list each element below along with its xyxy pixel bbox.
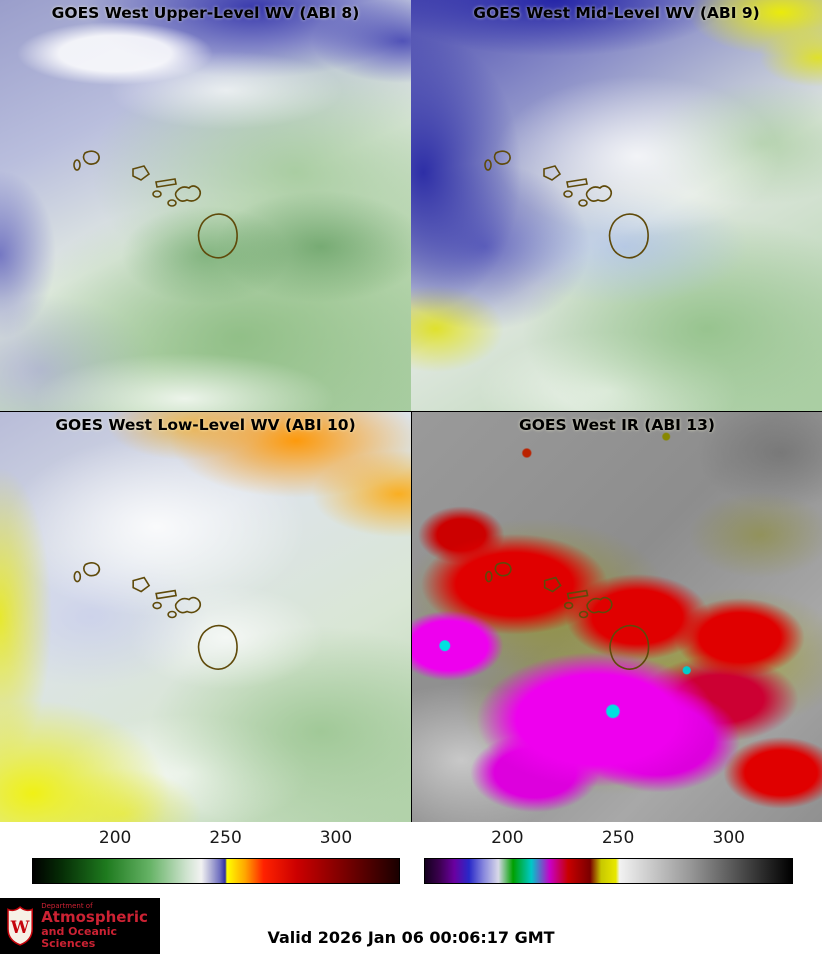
- uw-crest-icon: W: [7, 906, 33, 946]
- panel-low-level-wv: GOES West Low-Level WV (ABI 10): [0, 411, 411, 822]
- colorbar-wv: 200 250 300: [32, 822, 400, 888]
- ir-tick-250: 250: [601, 828, 635, 848]
- wv-tick-300: 300: [319, 828, 353, 848]
- uw-aos-logo: W Department of Atmospheric and Oceanic …: [0, 898, 160, 954]
- panel-title-abi8: GOES West Upper-Level WV (ABI 8): [51, 4, 360, 22]
- ir-tick-200: 200: [491, 828, 524, 848]
- panel-mid-level-wv: GOES West Mid-Level WV (ABI 9): [411, 0, 822, 411]
- wv-tick-200: 200: [98, 828, 132, 848]
- hawaii-overlay-abi13: [485, 562, 650, 670]
- panel-ir: GOES West IR (ABI 13): [411, 411, 822, 822]
- colorbar-ir: 200 250 300: [424, 822, 793, 888]
- panel-title-abi9: GOES West Mid-Level WV (ABI 9): [473, 4, 760, 22]
- panel-title-abi10: GOES West Low-Level WV (ABI 10): [55, 416, 356, 434]
- wv-tick-250: 250: [209, 828, 242, 848]
- panel-upper-level-wv: GOES West Upper-Level WV (ABI 8): [0, 0, 411, 411]
- valid-time-label: Valid 2026 Jan 06 00:06:17 GMT: [267, 928, 555, 947]
- logo-atmospheric: Atmospheric: [41, 908, 148, 927]
- svg-text:W: W: [10, 917, 30, 937]
- hawaii-overlay-abi10: [73, 562, 238, 670]
- logo-department-of: Department of: [41, 901, 93, 910]
- colorbar-wv-bar: [32, 858, 400, 884]
- footer: 200 250 300 200 250 300 W Department of …: [0, 822, 822, 954]
- satellite-imagery-abi8: [0, 0, 411, 411]
- logo-oceanic-sciences: and Oceanic Sciences: [41, 925, 118, 950]
- panel-title-abi13: GOES West IR (ABI 13): [519, 416, 715, 434]
- satellite-imagery-abi10: [0, 412, 411, 822]
- logo-text: Department of Atmospheric and Oceanic Sc…: [41, 901, 160, 950]
- satellite-imagery-abi9: [411, 0, 822, 411]
- hawaii-overlay-abi9: [484, 150, 649, 259]
- colorbar-ir-bar: [424, 858, 793, 884]
- satellite-imagery-abi13: [412, 412, 822, 822]
- hawaii-overlay-abi8: [73, 150, 238, 259]
- ir-tick-300: 300: [712, 828, 746, 848]
